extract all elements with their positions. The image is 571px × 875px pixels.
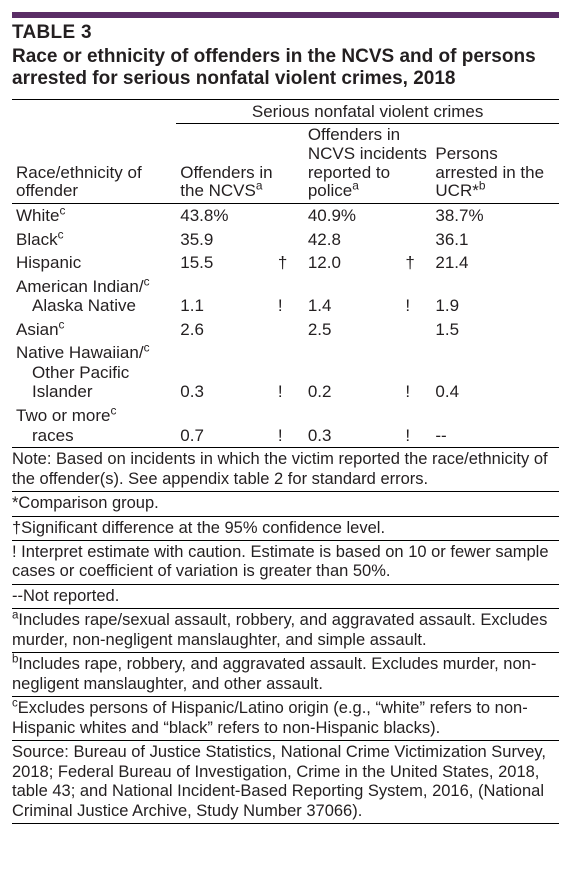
cell-value: 12.0 † <box>304 251 432 275</box>
row-label: Hispanic <box>12 251 176 275</box>
footnote: ! Interpret estimate with caution. Estim… <box>12 541 559 585</box>
footnote: *Comparison group. <box>12 492 559 516</box>
cell-value: 1.4 ! <box>304 275 432 318</box>
cell-value: 15.5 † <box>176 251 304 275</box>
table-row: Asianc2.62.51.5 <box>12 318 559 342</box>
cell-value: 43.8% <box>176 204 304 228</box>
cell-value: 36.1 <box>431 228 559 252</box>
cell-value: 1.1 ! <box>176 275 304 318</box>
col-header-3: Persons arrested in the UCR*b <box>431 124 559 204</box>
table-3-container: TABLE 3 Race or ethnicity of offenders i… <box>12 12 559 824</box>
cell-value: 1.5 <box>431 318 559 342</box>
spanner-row: Serious nonfatal violent crimes <box>12 99 559 124</box>
cell-value: 21.4 <box>431 251 559 275</box>
data-table: Serious nonfatal violent crimes Race/eth… <box>12 99 559 448</box>
cell-value: 0.7 ! <box>176 404 304 448</box>
footnote: aIncludes rape/sexual assault, robbery, … <box>12 609 559 653</box>
row-label: Native Hawaiian/cOther PacificIslander <box>12 341 176 404</box>
row-header-label: Race/ethnicity of offender <box>12 124 176 204</box>
row-label: Asianc <box>12 318 176 342</box>
table-notes: Note: Based on incidents in which the vi… <box>12 448 559 824</box>
cell-value: 0.3 ! <box>304 404 432 448</box>
col-header-2: Offenders in NCVS incidents reported to … <box>304 124 432 204</box>
footnote: Source: Bureau of Justice Statistics, Na… <box>12 741 559 824</box>
row-label: Blackc <box>12 228 176 252</box>
cell-value: 2.5 <box>304 318 432 342</box>
col-header-1: Offenders in the NCVSa <box>176 124 304 204</box>
row-label: Two or morecraces <box>12 404 176 448</box>
cell-value: 0.2 ! <box>304 341 432 404</box>
column-header-row: Race/ethnicity of offender Offenders in … <box>12 124 559 204</box>
row-label: Whitec <box>12 204 176 228</box>
cell-value: 42.8 <box>304 228 432 252</box>
cell-value: 0.3 ! <box>176 341 304 404</box>
footnote: bIncludes rape, robbery, and aggravated … <box>12 653 559 697</box>
row-label: American Indian/cAlaska Native <box>12 275 176 318</box>
table-body: Whitec43.8%40.9%38.7%Blackc35.942.836.1H… <box>12 204 559 448</box>
cell-value: 38.7% <box>431 204 559 228</box>
table-row: American Indian/cAlaska Native1.1 !1.4 !… <box>12 275 559 318</box>
table-title: Race or ethnicity of offenders in the NC… <box>12 46 559 99</box>
footnote: cExcludes persons of Hispanic/Latino ori… <box>12 697 559 741</box>
cell-value: 35.9 <box>176 228 304 252</box>
cell-value: 40.9% <box>304 204 432 228</box>
table-row: Blackc35.942.836.1 <box>12 228 559 252</box>
footnote: --Not reported. <box>12 585 559 609</box>
table-row: Native Hawaiian/cOther PacificIslander0.… <box>12 341 559 404</box>
cell-value: 1.9 <box>431 275 559 318</box>
spanner-label: Serious nonfatal violent crimes <box>176 99 559 124</box>
cell-value: 2.6 <box>176 318 304 342</box>
footnote: Note: Based on incidents in which the vi… <box>12 448 559 492</box>
table-row: Whitec43.8%40.9%38.7% <box>12 204 559 228</box>
footnote: †Significant difference at the 95% confi… <box>12 517 559 541</box>
cell-value: 0.4 <box>431 341 559 404</box>
cell-value: -- <box>431 404 559 448</box>
table-row: Hispanic15.5 †12.0 †21.4 <box>12 251 559 275</box>
table-label: TABLE 3 <box>12 18 559 46</box>
table-row: Two or morecraces0.7 !0.3 !-- <box>12 404 559 448</box>
